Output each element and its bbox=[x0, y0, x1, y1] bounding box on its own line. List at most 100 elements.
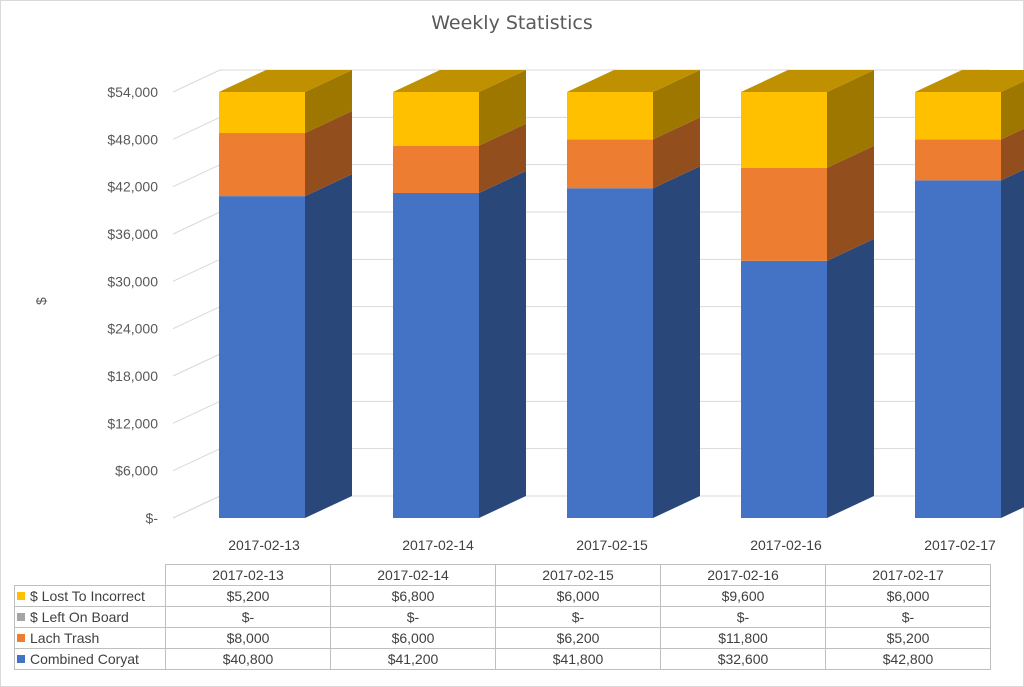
legend-entry: Combined Coryat bbox=[14, 648, 166, 670]
side-gridline bbox=[172, 400, 221, 424]
y-tick-label: $24,000 bbox=[107, 321, 158, 337]
table-cell: $- bbox=[330, 606, 496, 628]
table-row: Lach Trash $8,000 $6,000 $6,200 $11,800 $5,20… bbox=[14, 627, 991, 649]
bar-segment-side bbox=[827, 145, 874, 261]
bar-segment-front bbox=[915, 92, 1001, 140]
table-cell: $42,800 bbox=[825, 648, 991, 670]
series-name: $ Left On Board bbox=[30, 609, 129, 625]
table-column-header: 2017-02-16 bbox=[660, 564, 826, 586]
bar-top-face bbox=[393, 70, 526, 92]
bar-segment-front bbox=[219, 196, 305, 518]
side-gridline bbox=[172, 116, 221, 140]
legend-key-swatch bbox=[17, 655, 25, 664]
side-gridline bbox=[172, 448, 221, 472]
y-tick-label: $48,000 bbox=[107, 131, 158, 147]
x-tick-label: 2017-02-13 bbox=[228, 537, 300, 553]
table-cell: $6,000 bbox=[495, 585, 661, 607]
bar-segment-side bbox=[653, 117, 700, 189]
bar-segment-side bbox=[827, 70, 874, 168]
table-cell: $6,200 bbox=[495, 627, 661, 649]
legend-entry: $ Lost To Incorrect bbox=[14, 585, 166, 607]
floor-edge bbox=[172, 495, 221, 519]
side-gridline bbox=[172, 258, 221, 282]
bar-segment-front bbox=[915, 180, 1001, 518]
table-cell: $9,600 bbox=[660, 585, 826, 607]
table-cell: $- bbox=[825, 606, 991, 628]
legend-entry: Lach Trash bbox=[14, 627, 166, 649]
table-cell: $- bbox=[165, 606, 331, 628]
bar-top-face bbox=[915, 70, 1024, 92]
bar-segment-front bbox=[567, 139, 653, 189]
bar-segment-side bbox=[653, 166, 700, 518]
table-cell: $32,600 bbox=[660, 648, 826, 670]
side-gridline bbox=[172, 353, 221, 377]
legend-key-swatch bbox=[17, 613, 25, 622]
bar-segment-front bbox=[741, 92, 827, 168]
series-name: Lach Trash bbox=[30, 630, 100, 646]
legend-entry: $ Left On Board bbox=[14, 606, 166, 628]
table-corner bbox=[14, 564, 166, 586]
table-row: $ Left On Board $- $- $- $- $- bbox=[14, 606, 991, 628]
bar-segment-front bbox=[915, 139, 1001, 181]
bar-segment-side bbox=[305, 111, 352, 197]
data-table: 2017-02-13 2017-02-14 2017-02-15 2017-02-16… bbox=[14, 564, 991, 670]
bar-segment-front bbox=[393, 92, 479, 146]
y-tick-label: $54,000 bbox=[107, 84, 158, 100]
side-gridline bbox=[172, 306, 221, 330]
bar-segment-front bbox=[567, 188, 653, 518]
y-tick-label: $6,000 bbox=[115, 463, 158, 479]
y-tick-label: $42,000 bbox=[107, 179, 158, 195]
bar-segment-side bbox=[653, 70, 700, 140]
table-cell: $6,800 bbox=[330, 585, 496, 607]
table-column-header: 2017-02-17 bbox=[825, 564, 991, 586]
side-gridline bbox=[172, 69, 221, 93]
series-name: $ Lost To Incorrect bbox=[30, 588, 145, 604]
table-column-header: 2017-02-15 bbox=[495, 564, 661, 586]
bar-segment-front bbox=[741, 260, 827, 518]
table-cell: $5,200 bbox=[825, 627, 991, 649]
bar-segment-side bbox=[479, 170, 526, 518]
x-tick-label: 2017-02-15 bbox=[576, 537, 648, 553]
table-cell: $- bbox=[495, 606, 661, 628]
table-cell: $6,000 bbox=[825, 585, 991, 607]
y-tick-label: $36,000 bbox=[107, 226, 158, 242]
bar-segment-side bbox=[1001, 169, 1024, 518]
table-cell: $40,800 bbox=[165, 648, 331, 670]
bar-segment-front bbox=[741, 167, 827, 261]
bar-segment-side bbox=[305, 70, 352, 134]
y-tick-label: $- bbox=[146, 510, 159, 526]
side-gridline bbox=[172, 211, 221, 235]
x-tick-label: 2017-02-16 bbox=[750, 537, 822, 553]
chart-title: Weekly Statistics bbox=[431, 12, 593, 34]
table-cell: $41,200 bbox=[330, 648, 496, 670]
bar-segment-front bbox=[393, 192, 479, 518]
table-cell: $11,800 bbox=[660, 627, 826, 649]
table-column-header: 2017-02-13 bbox=[165, 564, 331, 586]
legend-key-swatch bbox=[17, 634, 25, 643]
bar-top-face bbox=[567, 70, 700, 92]
bar-segment-front bbox=[393, 145, 479, 193]
x-tick-label: 2017-02-14 bbox=[402, 537, 474, 553]
bar-segment-side bbox=[479, 70, 526, 146]
bar-segment-side bbox=[1001, 128, 1024, 181]
table-cell: $- bbox=[660, 606, 826, 628]
bar-segment-side bbox=[305, 174, 352, 518]
bar-segment-front bbox=[219, 133, 305, 197]
bar-segment-front bbox=[219, 92, 305, 134]
table-cell: $5,200 bbox=[165, 585, 331, 607]
bar-segment-side bbox=[479, 123, 526, 193]
bar-top-face bbox=[741, 70, 874, 92]
side-gridline bbox=[172, 164, 221, 188]
bar-segment-front bbox=[567, 92, 653, 140]
bar-top-face bbox=[219, 70, 352, 92]
x-tick-label: 2017-02-17 bbox=[924, 537, 996, 553]
bar-segment-side bbox=[1001, 81, 1024, 140]
legend-key-swatch bbox=[17, 592, 25, 601]
table-column-header: 2017-02-14 bbox=[330, 564, 496, 586]
table-cell: $41,800 bbox=[495, 648, 661, 670]
table-row: Combined Coryat $40,800 $41,200 $41,800 $32,… bbox=[14, 648, 991, 670]
table-row: $ Lost To Incorrect $5,200 $6,800 $6,000 $9,… bbox=[14, 585, 991, 607]
y-tick-label: $12,000 bbox=[107, 415, 158, 431]
bar-segment-side bbox=[827, 238, 874, 519]
table-cell: $6,000 bbox=[330, 627, 496, 649]
